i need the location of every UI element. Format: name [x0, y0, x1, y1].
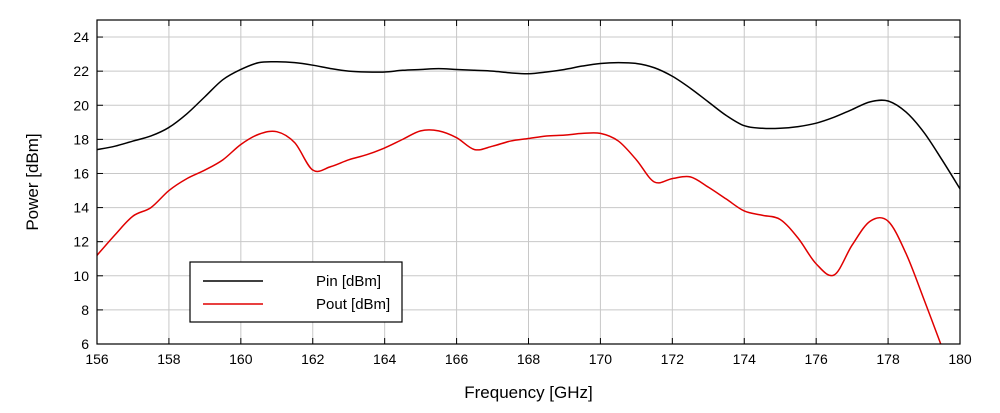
y-tick-label: 8 [81, 302, 89, 318]
y-tick-label: 16 [73, 165, 89, 181]
x-tick-label: 168 [517, 351, 541, 367]
y-tick-label: 10 [73, 268, 89, 284]
series-layer [97, 60, 960, 344]
y-tick-label: 6 [81, 336, 89, 352]
x-tick-label: 170 [589, 351, 613, 367]
y-tick-label: 24 [73, 29, 89, 45]
x-tick-label: 180 [948, 351, 972, 367]
legend-label-pin: Pin [dBm] [316, 273, 381, 290]
x-tick-label: 156 [85, 351, 109, 367]
y-tick-label: 14 [73, 200, 89, 216]
y-tick-label: 22 [73, 63, 89, 79]
x-tick-label: 160 [229, 351, 253, 367]
legend: Pin [dBm] Pout [dBm] [189, 261, 403, 323]
x-tick-label: 172 [661, 351, 685, 367]
x-tick-label: 166 [445, 351, 469, 367]
x-tick-label: 158 [157, 351, 181, 367]
x-tick-label: 162 [301, 351, 325, 367]
y-tick-label: 12 [73, 234, 89, 250]
y-tick-label: 18 [73, 131, 89, 147]
legend-label-pout: Pout [dBm] [316, 296, 390, 313]
ticks [96, 20, 961, 345]
x-tick-label: 176 [804, 351, 828, 367]
y-axis-title: Power [dBm] [23, 133, 42, 230]
x-tick-label: 178 [876, 351, 900, 367]
series-line-pout [97, 129, 942, 344]
tick-labels: 156 158 160 162 164 166 168 170 172 174 176 178 1806… [73, 29, 971, 367]
x-tick-label: 164 [373, 351, 397, 367]
series-line-pin [97, 60, 960, 190]
x-axis-title: Frequency [GHz] [464, 383, 593, 402]
legend-box [189, 261, 403, 323]
y-tick-label: 20 [73, 97, 89, 113]
x-tick-label: 174 [733, 351, 757, 367]
